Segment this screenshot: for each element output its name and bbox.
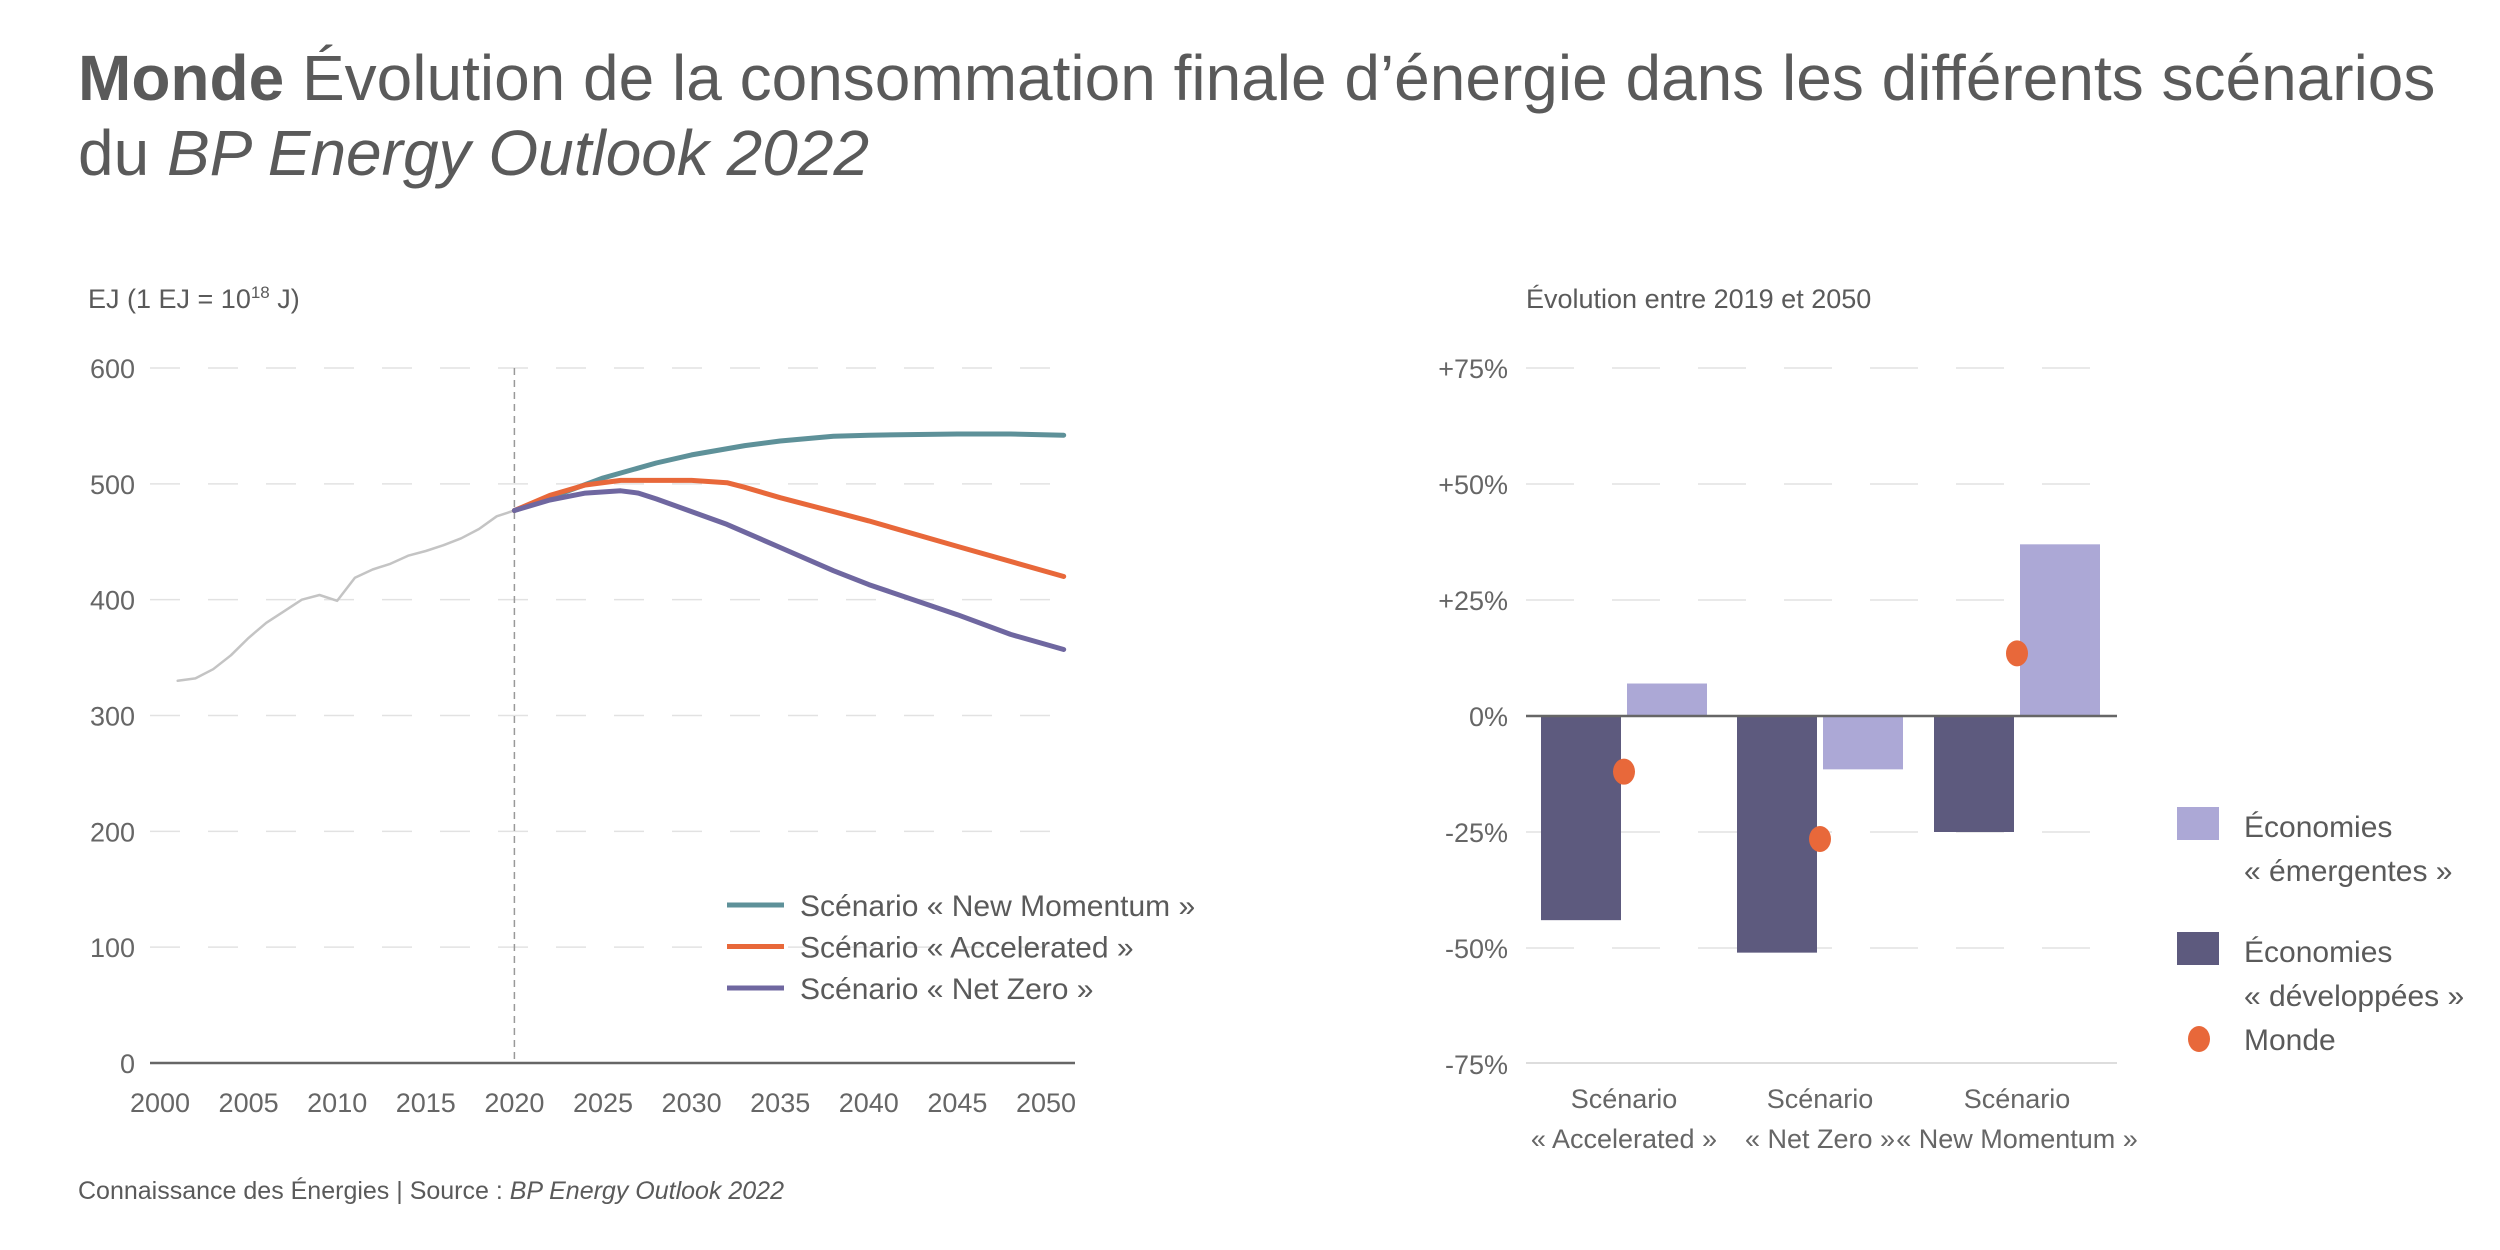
legend-label-developed: Économies — [2244, 936, 2392, 969]
x-tick-label: 2010 — [307, 1088, 367, 1118]
legend-swatch-developed — [2177, 932, 2219, 965]
y-tick-label: -25% — [1445, 818, 1508, 848]
y-tick-label: 100 — [90, 933, 135, 963]
series-line-new_momentum — [511, 431, 1067, 513]
legend-swatch-emerging — [2177, 807, 2219, 840]
x-tick-label: 2015 — [396, 1088, 456, 1118]
y-tick-label: +50% — [1438, 470, 1508, 500]
legend-label-accelerated: Scénario « Accelerated » — [800, 932, 1134, 965]
y-tick-label: 200 — [90, 817, 135, 847]
category-label: « New Momentum » — [1896, 1124, 2138, 1154]
figure-title-line2: du BP Energy Outlook 2022 — [78, 117, 869, 189]
y-tick-label: 600 — [90, 354, 135, 384]
series-line-accelerated — [511, 477, 1067, 579]
y-tick-label: -50% — [1445, 934, 1508, 964]
category-label: « Net Zero » — [1745, 1124, 1895, 1154]
line-chart-ylabel: EJ (1 EJ = 1018 J) — [88, 283, 300, 314]
x-tick-label: 2050 — [1016, 1088, 1076, 1118]
x-tick-label: 2040 — [839, 1088, 899, 1118]
y-tick-label: -75% — [1445, 1050, 1508, 1080]
y-tick-label: 0 — [120, 1049, 135, 1079]
bar-developed — [1934, 716, 2014, 832]
category-label: Scénario — [1964, 1084, 2071, 1114]
dot-monde — [1613, 758, 1635, 785]
series-line-net_zero — [511, 488, 1067, 652]
dot-monde — [1809, 825, 1831, 852]
line-chart: 0 100 200 300 400 500 600 2000 2005 2010 2015 2020 2… — [90, 354, 1195, 1118]
legend-swatch-monde — [2188, 1026, 2210, 1052]
legend-label-monde: Monde — [2244, 1024, 2336, 1057]
figure-title-line1: Monde Évolution de la consommation final… — [78, 42, 2435, 114]
legend-label-emerging: Économies — [2244, 811, 2392, 844]
x-tick-label: 2030 — [662, 1088, 722, 1118]
y-tick-label: 400 — [90, 586, 135, 616]
x-tick-label: 2020 — [484, 1088, 544, 1118]
bar-developed — [1541, 716, 1621, 921]
legend-label-new_momentum: Scénario « New Momentum » — [800, 890, 1195, 923]
y-tick-label: +75% — [1438, 354, 1508, 384]
y-tick-label: +25% — [1438, 586, 1508, 616]
legend-label-developed: « développées » — [2244, 980, 2464, 1013]
bar-emerging — [2020, 544, 2100, 716]
dot-monde — [2006, 640, 2028, 667]
bar-chart-title: Évolution entre 2019 et 2050 — [1526, 284, 1871, 314]
bar-emerging — [1627, 683, 1707, 716]
bar-emerging — [1823, 716, 1903, 770]
bar-developed — [1737, 716, 1817, 953]
x-tick-label: 2000 — [130, 1088, 190, 1118]
footer-source: Connaissance des Énergies | Source : BP … — [78, 1176, 784, 1205]
series-line-historical — [176, 509, 516, 683]
y-tick-label: 0% — [1469, 702, 1508, 732]
bar-chart: -75% -50% -25% 0% +25% +50% +75% Scénario « Acce… — [1438, 354, 2464, 1154]
x-tick-label: 2045 — [927, 1088, 987, 1118]
category-label: Scénario — [1767, 1084, 1874, 1114]
x-tick-label: 2005 — [219, 1088, 279, 1118]
legend-label-net_zero: Scénario « Net Zero » — [800, 973, 1093, 1006]
x-tick-label: 2035 — [750, 1088, 810, 1118]
x-tick-label: 2025 — [573, 1088, 633, 1118]
y-tick-label: 500 — [90, 470, 135, 500]
category-label: « Accelerated » — [1531, 1124, 1717, 1154]
y-tick-label: 300 — [90, 702, 135, 732]
legend-label-emerging: « émergentes » — [2244, 855, 2452, 888]
category-label: Scénario — [1571, 1084, 1678, 1114]
